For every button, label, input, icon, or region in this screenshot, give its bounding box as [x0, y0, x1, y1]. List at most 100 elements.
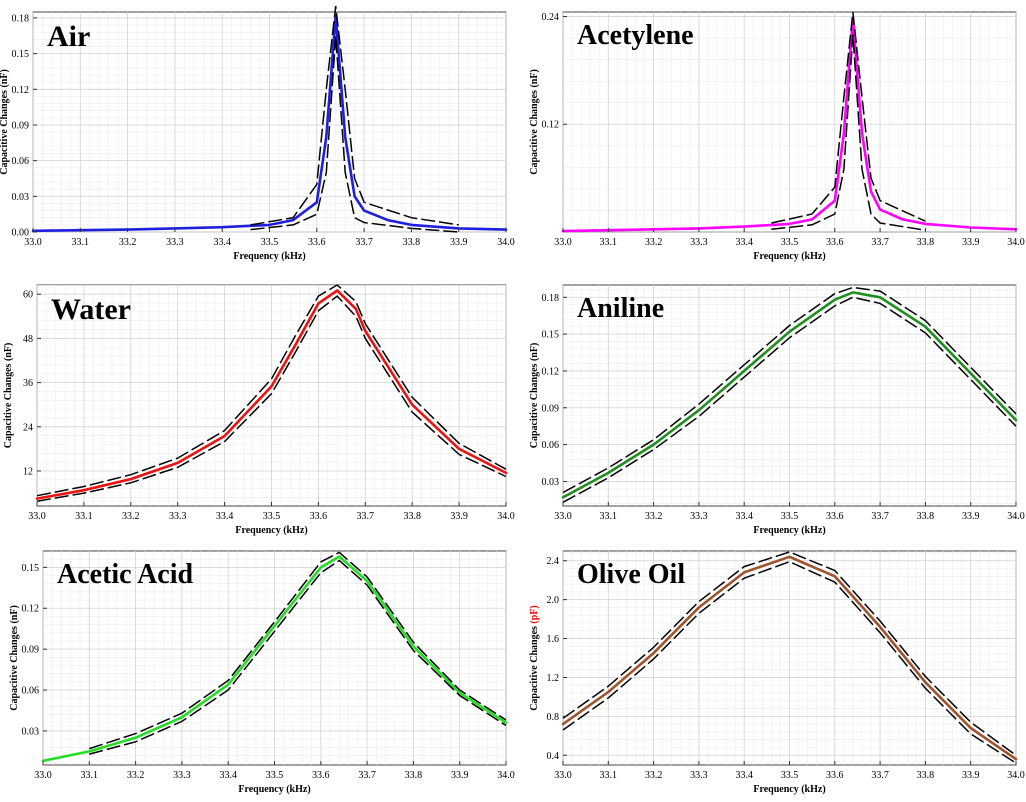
panel-title: Aniline: [577, 293, 664, 324]
y-tick-label: 0.03: [22, 726, 40, 737]
x-tick-label: 33.4: [735, 770, 753, 781]
x-tick-label: 33.1: [600, 237, 618, 248]
y-tick-label: 0.06: [12, 156, 30, 167]
y-tick-label: 0.18: [12, 13, 30, 24]
y-axis-label: Capacitive Changes (nF): [0, 69, 10, 175]
x-tick-label: 33.4: [219, 770, 237, 781]
x-tick-label: 33.9: [962, 770, 980, 781]
x-tick-label: 33.2: [645, 237, 663, 248]
y-tick-label: 0.4: [547, 751, 560, 762]
x-tick-label: 33.2: [127, 770, 145, 781]
y-tick-label: 24: [23, 422, 33, 433]
panel-title: Water: [51, 293, 131, 326]
y-tick-label: 1.2: [547, 673, 560, 684]
y-tick-label: 2.0: [547, 595, 560, 606]
y-tick-label: 0.06: [542, 440, 560, 451]
x-tick-label: 33.7: [357, 511, 375, 522]
x-tick-label: 33.2: [645, 770, 663, 781]
x-tick-label: 33.6: [826, 770, 844, 781]
x-tick-label: 33.6: [826, 511, 844, 522]
x-tick-label: 33.3: [166, 237, 184, 248]
x-tick-label: 33.7: [358, 770, 376, 781]
y-tick-label: 0.12: [542, 366, 560, 377]
x-tick-label: 33.7: [871, 770, 889, 781]
x-tick-label: 33.4: [735, 511, 753, 522]
y-tick-label: 0.8: [547, 712, 560, 723]
y-tick-label: 48: [23, 334, 33, 345]
y-tick-label: 0.09: [12, 120, 30, 131]
band-lower-line: [250, 35, 459, 233]
x-tick-label: 33.2: [645, 511, 663, 522]
x-tick-label: 33.3: [690, 770, 708, 781]
panel-title: Acetylene: [577, 20, 694, 51]
y-tick-label: 0.09: [22, 645, 40, 656]
x-tick-label: 33.5: [261, 237, 279, 248]
x-tick-label: 34.0: [1007, 511, 1025, 522]
x-tick-label: 34.0: [1007, 770, 1025, 781]
band-upper-line: [36, 284, 507, 497]
y-tick-label: 0.24: [542, 12, 560, 23]
x-tick-label: 33.2: [122, 511, 140, 522]
y-axis-label: Capacitive Changes (nF): [529, 343, 540, 449]
x-tick-label: 33.1: [72, 237, 90, 248]
band-upper-line: [562, 551, 1017, 756]
x-tick-label: 33.8: [917, 237, 935, 248]
series-line-1: [561, 291, 1018, 499]
x-tick-label: 33.3: [173, 770, 191, 781]
band-lower-line: [771, 34, 926, 231]
x-tick-label: 33.5: [263, 511, 281, 522]
y-tick-label: 2.4: [547, 556, 560, 567]
chart-panel-4: 33.0 33.1 33.2 33.3 33.4 33.5 33.6 33.7 33.8 33.9…: [529, 284, 1025, 536]
band-lower-line: [36, 295, 507, 502]
y-tick-label: 0.18: [542, 293, 560, 304]
x-tick-label: 33.0: [554, 770, 572, 781]
series-line-1: [41, 555, 508, 763]
x-tick-label: 34.0: [497, 770, 515, 781]
y-tick-label: 60: [23, 290, 33, 301]
y-tick-label: 1.6: [547, 634, 560, 645]
panel-title: Air: [47, 20, 90, 53]
chart-panel-6: 33.0 33.1 33.2 33.3 33.4 33.5 33.6 33.7 33.8 33.9…: [529, 550, 1025, 795]
x-tick-label: 33.4: [213, 237, 231, 248]
y-tick-label: 0.06: [22, 686, 40, 697]
y-axis-label: Capacitive Changes (nF): [3, 343, 14, 449]
x-tick-label: 33.8: [403, 511, 421, 522]
x-tick-label: 33.5: [266, 770, 284, 781]
chart-panel-2: 33.0 33.1 33.2 33.3 33.4 33.5 33.6 33.7 33.8 33.9…: [529, 11, 1025, 262]
y-axis-label: Capacitive Changes (nF): [529, 69, 540, 175]
x-tick-label: 33.5: [781, 511, 799, 522]
x-axis-label: Frequency (kHz): [753, 784, 825, 795]
band-upper-line: [771, 11, 926, 224]
x-tick-label: 33.0: [24, 237, 42, 248]
x-tick-label: 33.7: [355, 237, 373, 248]
series-line-1: [35, 289, 508, 500]
y-tick-label: 0.15: [12, 49, 30, 60]
series-line-1: [561, 555, 1018, 761]
band-upper-line: [562, 286, 1017, 494]
y-tick-label: 0.00: [12, 228, 30, 239]
y-tick-label: 0.03: [542, 477, 560, 488]
chart-panel-5: 33.0 33.1 33.2 33.3 33.4 33.5 33.6 33.7 33.8 33.9…: [9, 550, 515, 795]
x-tick-label: 33.5: [781, 237, 799, 248]
x-axis-label: Frequency (kHz): [235, 525, 307, 536]
x-axis-label: Frequency (kHz): [238, 784, 310, 795]
y-tick-label: 0.03: [12, 192, 30, 203]
band-upper-line: [89, 551, 507, 750]
x-tick-label: 33.1: [81, 770, 99, 781]
y-tick-label: 0.15: [542, 330, 560, 341]
x-tick-label: 34.0: [497, 237, 515, 248]
x-tick-label: 33.3: [169, 511, 187, 522]
x-tick-label: 33.5: [781, 770, 799, 781]
x-tick-label: 33.4: [735, 237, 753, 248]
y-tick-label: 36: [23, 378, 33, 389]
x-tick-label: 33.0: [554, 237, 572, 248]
x-tick-label: 33.6: [826, 237, 844, 248]
x-tick-label: 33.7: [871, 511, 889, 522]
band-lower-line: [89, 559, 507, 755]
x-tick-label: 33.4: [216, 511, 234, 522]
y-axis-label: Capacitive Changes (pF): [529, 605, 540, 711]
x-tick-label: 33.9: [962, 237, 980, 248]
y-tick-label: 0.12: [542, 120, 560, 131]
y-tick-label: 0.12: [22, 604, 40, 615]
